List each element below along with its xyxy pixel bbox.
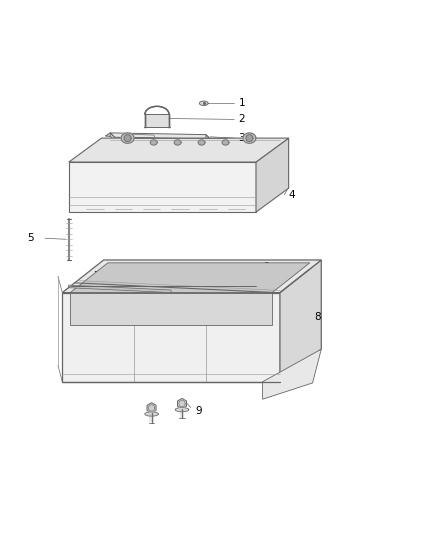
Polygon shape: [199, 263, 204, 270]
Polygon shape: [280, 260, 321, 382]
Polygon shape: [147, 403, 156, 413]
Polygon shape: [69, 138, 289, 162]
Polygon shape: [115, 282, 123, 290]
Polygon shape: [206, 135, 210, 142]
Polygon shape: [70, 263, 310, 293]
Polygon shape: [124, 135, 131, 142]
Text: 6: 6: [262, 262, 269, 271]
Polygon shape: [70, 293, 272, 325]
Polygon shape: [243, 133, 256, 143]
Text: 4: 4: [289, 190, 295, 200]
Polygon shape: [177, 398, 187, 409]
Polygon shape: [121, 133, 134, 143]
Text: 8: 8: [315, 312, 321, 321]
Text: 1: 1: [239, 98, 245, 108]
Polygon shape: [246, 135, 253, 142]
Polygon shape: [69, 162, 256, 212]
Polygon shape: [145, 412, 158, 416]
Polygon shape: [198, 140, 205, 145]
Polygon shape: [62, 293, 280, 382]
Polygon shape: [150, 140, 157, 145]
Polygon shape: [175, 408, 189, 412]
Text: 7: 7: [93, 271, 99, 281]
Polygon shape: [222, 140, 229, 145]
Polygon shape: [174, 140, 181, 145]
Text: 9: 9: [195, 406, 201, 416]
Polygon shape: [130, 277, 138, 286]
Polygon shape: [262, 349, 321, 399]
Polygon shape: [132, 280, 136, 284]
Polygon shape: [117, 284, 121, 288]
Polygon shape: [201, 263, 230, 270]
Polygon shape: [227, 263, 233, 270]
Polygon shape: [145, 114, 169, 127]
Polygon shape: [199, 101, 208, 106]
Polygon shape: [256, 138, 289, 212]
Polygon shape: [110, 133, 210, 139]
Polygon shape: [110, 133, 115, 141]
Polygon shape: [62, 260, 321, 293]
Text: 5: 5: [28, 233, 34, 243]
Text: 3: 3: [239, 133, 245, 143]
Text: 2: 2: [239, 115, 245, 124]
Polygon shape: [68, 285, 171, 293]
